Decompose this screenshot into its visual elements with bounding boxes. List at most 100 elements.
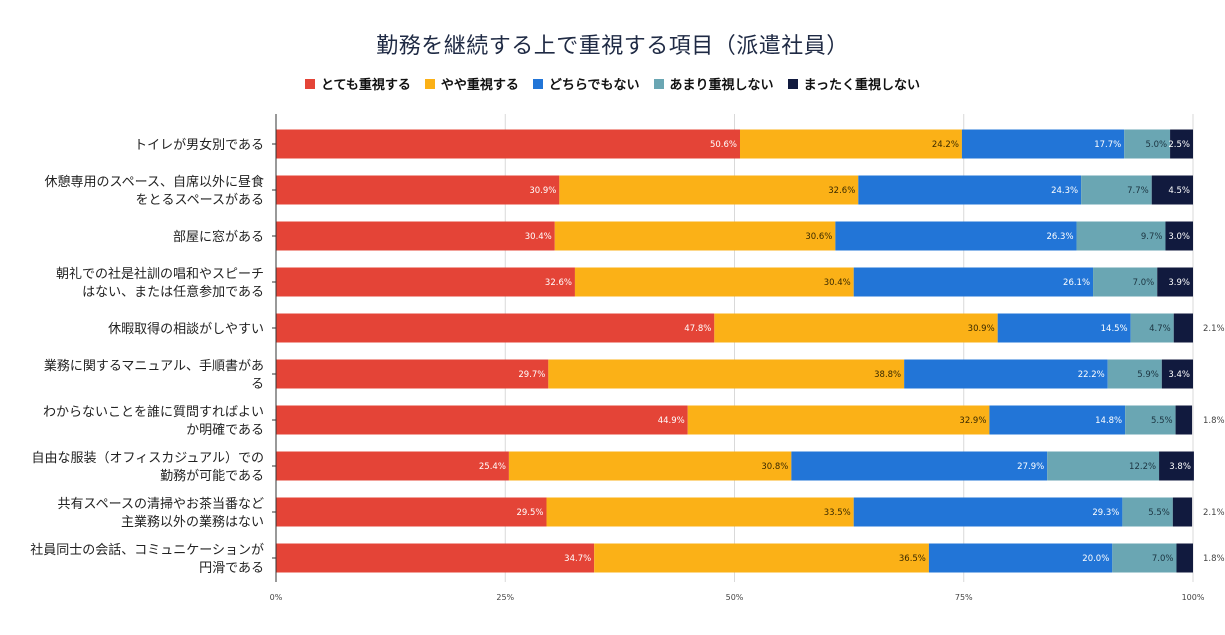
data-label: 24.2% <box>932 140 959 150</box>
category-label-line: 部屋に窓がある <box>173 229 264 245</box>
legend-label: まったく重視しない <box>803 78 921 93</box>
data-label: 29.5% <box>516 508 543 518</box>
data-label: 14.8% <box>1095 416 1122 426</box>
bar-segment <box>1081 175 1152 205</box>
bar-segment <box>1161 359 1193 389</box>
bar-segment <box>276 175 560 205</box>
bar-segment <box>1157 267 1193 297</box>
bar-segment <box>508 451 792 481</box>
data-label: 14.5% <box>1101 324 1128 334</box>
category-label-line: 自由な服装（オフィスカジュアル）での <box>32 451 264 466</box>
data-label: 30.9% <box>529 186 556 196</box>
category-label-line: 朝礼での社是社訓の唱和やスピーチ <box>56 266 264 282</box>
category-label-line: はない、または任意参加である <box>82 284 264 300</box>
category-label: 業務に関するマニュアル、手順書がある <box>44 358 264 392</box>
category-label: わからないことを誰に質問すればよいか明確である <box>43 404 264 438</box>
x-axis-ticks: 0% 25% 50% 75% 100% <box>270 593 1205 602</box>
category-label: 休暇取得の相談がしやすい <box>108 321 264 337</box>
legend-item[interactable]: やや重視する <box>424 74 519 93</box>
data-label: 1.8% <box>1203 554 1225 564</box>
bar-segment <box>989 405 1126 435</box>
bar-segment <box>276 405 688 435</box>
data-label: 3.4% <box>1168 370 1190 380</box>
chart-title: 勤務を継続する上で重視する項目（派遣社員） <box>376 34 849 59</box>
legend-item[interactable]: まったく重視しない <box>787 74 921 93</box>
bar-segment <box>714 313 998 343</box>
bar-segment <box>548 359 905 389</box>
legend-item[interactable]: とても重視する <box>304 74 411 93</box>
bar-segment <box>276 497 547 527</box>
bar-segment <box>1125 405 1176 435</box>
data-label: 20.0% <box>1082 554 1109 564</box>
legend-item[interactable]: どちらでもない <box>532 74 640 93</box>
bar-segment <box>276 359 549 389</box>
data-label: 5.9% <box>1137 370 1159 380</box>
legend-label: とても重視する <box>320 78 411 93</box>
category-label-line: 円滑である <box>199 561 264 576</box>
data-label: 36.5% <box>899 554 926 564</box>
bar-segment <box>997 313 1131 343</box>
x-tick-label: 100% <box>1182 593 1205 602</box>
bar-segment <box>1122 497 1173 527</box>
data-label: 3.9% <box>1168 278 1190 288</box>
bar-segment <box>858 175 1082 205</box>
data-label: 7.0% <box>1152 554 1174 564</box>
legend-swatch <box>532 78 543 89</box>
data-label: 30.9% <box>968 324 995 334</box>
data-label: 5.5% <box>1148 508 1170 518</box>
legend-label: どちらでもない <box>548 78 640 93</box>
bar-segment <box>740 129 962 159</box>
bar-segment <box>276 129 741 159</box>
data-label: 9.7% <box>1141 232 1163 242</box>
bar-segment <box>594 543 929 573</box>
category-label-line: か明確である <box>186 422 264 438</box>
data-label: 30.4% <box>824 278 851 288</box>
bar-segment <box>554 221 836 251</box>
bar-segment <box>1175 405 1193 435</box>
bar-segment <box>1165 221 1193 251</box>
data-label: 30.8% <box>761 462 788 472</box>
data-label: 29.3% <box>1092 508 1119 518</box>
category-label-line: トイレが男女別である <box>134 137 264 153</box>
data-label: 32.9% <box>959 416 986 426</box>
data-label: 44.9% <box>658 416 685 426</box>
bar-segment <box>1172 497 1193 527</box>
data-label: 50.6% <box>710 140 737 150</box>
data-label: 3.8% <box>1169 462 1191 472</box>
bar-segment <box>835 221 1077 251</box>
category-label: 自由な服装（オフィスカジュアル）での勤務が可能である <box>32 451 264 484</box>
legend-label: やや重視する <box>440 78 519 93</box>
data-label: 5.0% <box>1145 140 1167 150</box>
bar-segment <box>928 543 1113 573</box>
bar-segment <box>1047 451 1160 481</box>
data-label: 29.7% <box>518 370 545 380</box>
category-labels: トイレが男女別である休憩専用のスペース、自席以外に昼食をとるスペースがある部屋に… <box>30 137 264 576</box>
bar-segment <box>1130 313 1174 343</box>
data-label: 32.6% <box>545 278 572 288</box>
bar-segment <box>546 497 854 527</box>
data-label: 26.3% <box>1047 232 1074 242</box>
x-tick-label: 50% <box>726 593 744 602</box>
bars: 50.6% 24.2% 17.7% 5.0% 2.5% 30.9% 32.6% 24.3% 7.… <box>276 129 1225 573</box>
bar-segment <box>1107 359 1162 389</box>
data-label: 34.7% <box>564 554 591 564</box>
legend-item[interactable]: あまり重視しない <box>653 74 774 93</box>
bar-segment <box>1093 267 1158 297</box>
category-label-line: 業務に関するマニュアル、手順書があ <box>44 358 264 374</box>
legend-swatch <box>304 78 315 89</box>
data-label: 5.5% <box>1151 416 1173 426</box>
legend-swatch <box>424 78 435 89</box>
data-label: 3.0% <box>1168 232 1190 242</box>
category-label-line: をとるスペースがある <box>136 193 264 208</box>
data-label: 47.8% <box>684 324 711 334</box>
x-tick-label: 25% <box>496 593 514 602</box>
data-label: 30.4% <box>525 232 552 242</box>
bar-segment <box>1124 129 1171 159</box>
bar-segment <box>904 359 1108 389</box>
data-label: 12.2% <box>1129 462 1156 472</box>
bar-segment <box>1176 543 1193 573</box>
category-label-line: 主業務以外の業務はない <box>121 514 264 530</box>
category-label: 共有スペースの清掃やお茶当番など主業務以外の業務はない <box>58 496 264 530</box>
bar-segment <box>276 313 715 343</box>
